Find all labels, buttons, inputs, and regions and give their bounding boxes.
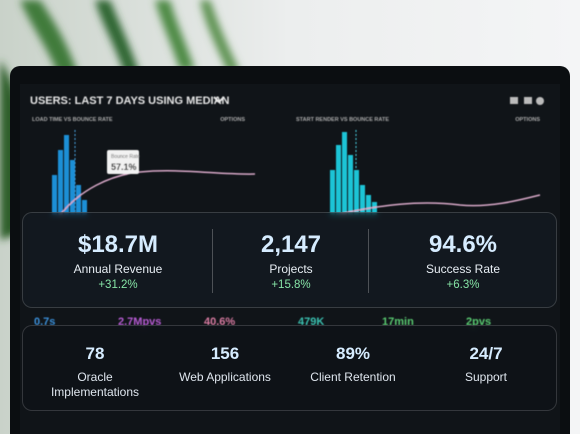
options: OPTIONS	[515, 117, 540, 123]
icon	[536, 97, 544, 105]
icon	[510, 97, 518, 104]
highlight-change: +15.8%	[271, 279, 311, 291]
highlight-label: Annual Revenue	[73, 262, 163, 276]
icon	[524, 97, 532, 104]
stat-value: 78	[85, 344, 105, 363]
divider	[368, 229, 369, 293]
stat: 156 Web Applications	[158, 344, 292, 385]
options: OPTIONS	[220, 117, 245, 123]
bounce-curve	[339, 194, 541, 215]
tooltip-label: Bounce Rate	[111, 154, 140, 160]
stat: 24/7 Support	[419, 344, 553, 385]
histogram	[52, 135, 87, 215]
tooltip	[107, 150, 139, 174]
stat-label: Oracle Implementations	[50, 370, 140, 399]
stat-value: 156	[210, 344, 240, 363]
tooltip-value: 57.1%	[111, 162, 137, 172]
stats-card: 78 Oracle Implementations 156 Web Applic…	[22, 325, 557, 411]
chevron	[213, 96, 225, 104]
highlight-label: Success Rate	[425, 262, 501, 276]
chart-title: START RENDER VS BOUNCE RATE	[296, 117, 389, 123]
highlight: 2,147 Projects +15.8%	[202, 231, 380, 291]
divider	[212, 229, 213, 293]
stat-label: Web Applications	[179, 370, 271, 384]
chart-title: LOAD TIME VS BOUNCE RATE	[32, 117, 113, 123]
stat-label: Client Retention	[310, 370, 396, 384]
highlight-value: 94.6%	[428, 231, 498, 258]
highlight-change: +31.2%	[98, 279, 138, 291]
highlight: $18.7M Annual Revenue +31.2%	[29, 231, 207, 291]
highlight-value: $18.7M	[77, 231, 159, 258]
stat: 78 Oracle Implementations	[28, 344, 162, 400]
stat-value: 24/7	[469, 344, 503, 363]
stat-value: 89%	[335, 344, 371, 363]
stat-label: Support	[464, 370, 508, 384]
histogram	[330, 132, 377, 215]
highlights-card: $18.7M Annual Revenue +31.2% 2,147 Proje…	[22, 212, 557, 308]
dashboard-header: USERS: LAST 7 DAYS USING MEDIAN	[30, 95, 230, 107]
bounce-curve	[59, 170, 256, 216]
highlight: 94.6% Success Rate +6.3%	[374, 231, 552, 291]
highlight-change: +6.3%	[446, 279, 480, 291]
highlight-label: Projects	[269, 262, 313, 276]
stat: 89% Client Retention	[286, 344, 420, 385]
highlight-value: 2,147	[260, 231, 322, 258]
